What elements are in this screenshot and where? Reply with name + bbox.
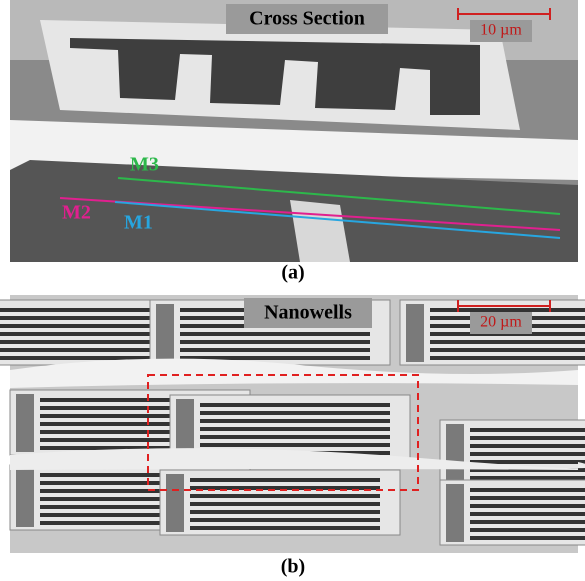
well-part: [200, 419, 390, 423]
well-part: [446, 484, 464, 542]
figure: Cross Section 10 µm M3 M2 M1 (a) Nanowel…: [0, 0, 585, 581]
well-part: [190, 494, 380, 498]
well-part: [430, 348, 585, 352]
well-part: [430, 308, 585, 312]
well-part: [470, 512, 585, 516]
well-part: [0, 324, 160, 328]
well-part: [0, 332, 160, 336]
well-part: [156, 304, 174, 362]
well-part: [166, 474, 184, 532]
well-part: [200, 443, 390, 447]
well-part: [200, 411, 390, 415]
wells: [0, 300, 585, 545]
well-part: [0, 316, 160, 320]
well-part: [200, 435, 390, 439]
well-part: [470, 444, 585, 448]
well-part: [180, 340, 370, 344]
well-part: [406, 304, 424, 362]
well-part: [190, 510, 380, 514]
well-part: [430, 340, 585, 344]
layer-label: M2: [62, 202, 91, 224]
well-part: [470, 536, 585, 540]
well-part: [470, 496, 585, 500]
well-part: [190, 518, 380, 522]
panel-a: Cross Section 10 µm M3 M2 M1 (a): [10, 0, 578, 284]
panel-caption: (b): [281, 556, 305, 578]
well-part: [0, 348, 160, 352]
well-part: [470, 528, 585, 532]
well-part: [190, 526, 380, 530]
panel-caption: (a): [281, 262, 304, 284]
well-part: [190, 502, 380, 506]
well-part: [470, 504, 585, 508]
layer-label: M3: [130, 154, 159, 176]
well-part: [180, 348, 370, 352]
well-part: [200, 403, 390, 407]
well-part: [16, 469, 34, 527]
well-part: [470, 436, 585, 440]
layer-label: M1: [124, 212, 153, 234]
panel-b: Nanowells 20 µm (b): [0, 295, 585, 578]
well-part: [470, 520, 585, 524]
well-part: [0, 340, 160, 344]
well-part: [470, 488, 585, 492]
well-part: [430, 356, 585, 360]
well-part: [470, 428, 585, 432]
well-part: [200, 427, 390, 431]
well-part: [190, 478, 380, 482]
scale-label: 10 µm: [480, 22, 522, 39]
well-part: [470, 476, 585, 480]
well-part: [16, 394, 34, 452]
well-part: [180, 332, 370, 336]
well-part: [470, 452, 585, 456]
well-part: [0, 308, 160, 312]
scale-label: 20 µm: [480, 314, 522, 331]
panel-title: Nanowells: [264, 302, 352, 324]
well-part: [446, 424, 464, 482]
panel-title: Cross Section: [249, 8, 365, 30]
